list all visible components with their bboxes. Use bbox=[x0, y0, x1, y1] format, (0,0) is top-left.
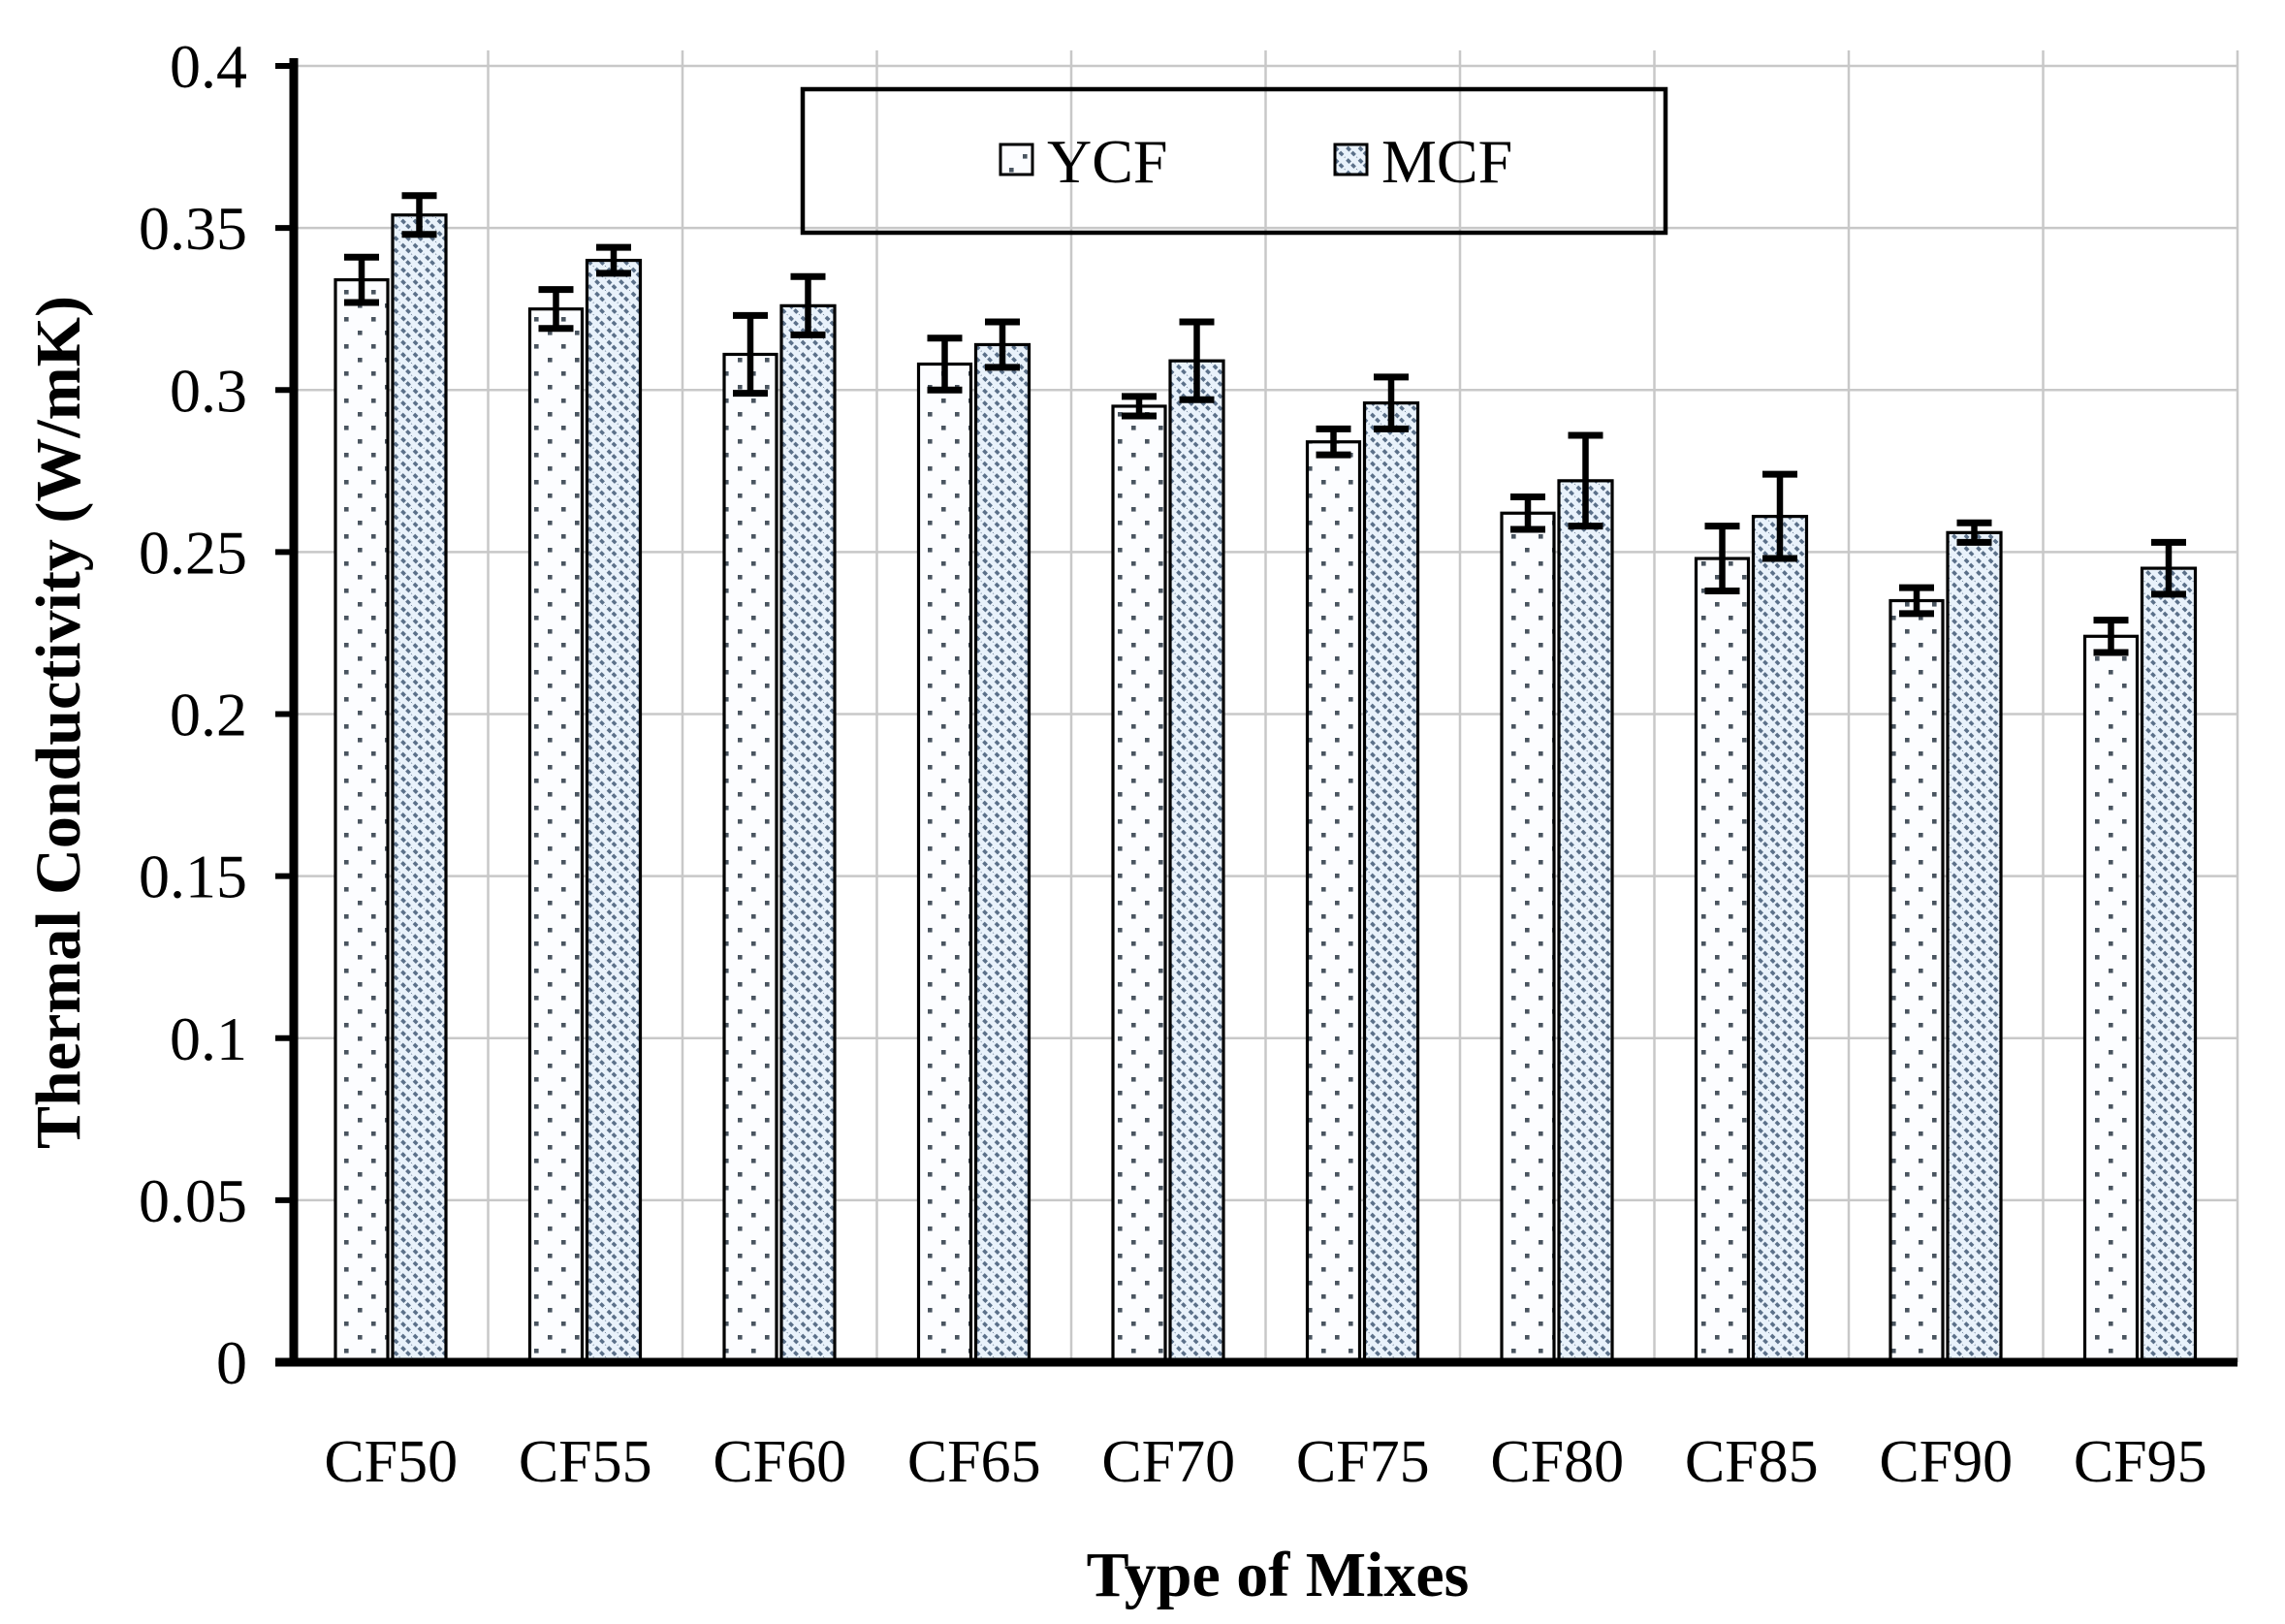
bar-mcf-cf80 bbox=[1557, 479, 1614, 1364]
x-tick-label: CF95 bbox=[2074, 1429, 2207, 1495]
y-tick-label: 0 bbox=[216, 1328, 247, 1397]
y-axis-title: Thermal Conductivity (W/mK) bbox=[23, 296, 94, 1149]
bar-ycf-cf85 bbox=[1694, 557, 1751, 1364]
tick-labels: 0 0.05 0.1 0.15 0.2 0.25 0.3 0.35 0.4 CF50 CF55 CF6… bbox=[139, 32, 2207, 1495]
y-tick-label: 0.1 bbox=[170, 1004, 247, 1073]
bar-ycf-cf65 bbox=[916, 362, 973, 1364]
legend-mcf-label: MCF bbox=[1381, 127, 1512, 196]
y-tick-label: 0.3 bbox=[170, 356, 247, 425]
x-tick-label: CF60 bbox=[713, 1429, 846, 1495]
bar-mcf-cf65 bbox=[973, 342, 1031, 1364]
legend: YCF MCF bbox=[800, 86, 1668, 236]
y-tick-label: 0.15 bbox=[139, 843, 247, 911]
bar-ycf-cf50 bbox=[333, 278, 390, 1364]
legend-ycf-swatch-icon bbox=[999, 143, 1034, 176]
bar-ycf-cf55 bbox=[527, 307, 585, 1364]
bar-mcf-cf90 bbox=[1946, 530, 2003, 1364]
x-tick-label: CF90 bbox=[1879, 1429, 2013, 1495]
bar-mcf-cf70 bbox=[1168, 359, 1225, 1364]
x-tick-label: CF85 bbox=[1685, 1429, 1819, 1495]
x-axis-title: Type of Mixes bbox=[1087, 1540, 1470, 1610]
legend-box bbox=[800, 86, 1668, 236]
x-tick-label: CF80 bbox=[1490, 1429, 1624, 1495]
legend-mcf-swatch-icon bbox=[1333, 143, 1369, 176]
bar-mcf-cf85 bbox=[1751, 515, 1809, 1364]
legend-ycf-label: YCF bbox=[1047, 127, 1168, 196]
bar-mcf-cf55 bbox=[585, 258, 643, 1364]
bars bbox=[333, 213, 2198, 1364]
x-tick-label: CF55 bbox=[519, 1429, 652, 1495]
bar-mcf-cf95 bbox=[2140, 566, 2198, 1364]
y-tick-label: 0.2 bbox=[170, 681, 247, 749]
y-tick-label: 0.05 bbox=[139, 1166, 247, 1235]
x-tick-label: CF65 bbox=[907, 1429, 1041, 1495]
x-tick-label: CF70 bbox=[1101, 1429, 1235, 1495]
x-tick-label: CF50 bbox=[324, 1429, 458, 1495]
bar-ycf-cf80 bbox=[1500, 511, 1556, 1364]
y-tick-label: 0.35 bbox=[139, 194, 247, 263]
gridlines bbox=[294, 50, 2239, 1362]
bar-mcf-cf75 bbox=[1362, 401, 1420, 1364]
y-tick-label: 0.4 bbox=[170, 32, 247, 101]
bar-mcf-cf60 bbox=[779, 303, 837, 1364]
bar-ycf-cf60 bbox=[722, 352, 778, 1364]
bar-mcf-cf50 bbox=[391, 213, 448, 1364]
bar-ycf-cf95 bbox=[2082, 634, 2140, 1364]
bar-ycf-cf70 bbox=[1111, 404, 1167, 1364]
bar-ycf-cf75 bbox=[1305, 440, 1362, 1364]
axes bbox=[275, 58, 2237, 1367]
error-bars bbox=[344, 192, 2186, 656]
bar-ycf-cf90 bbox=[1888, 598, 1945, 1364]
x-tick-label: CF75 bbox=[1296, 1429, 1430, 1495]
y-tick-label: 0.25 bbox=[139, 518, 247, 587]
